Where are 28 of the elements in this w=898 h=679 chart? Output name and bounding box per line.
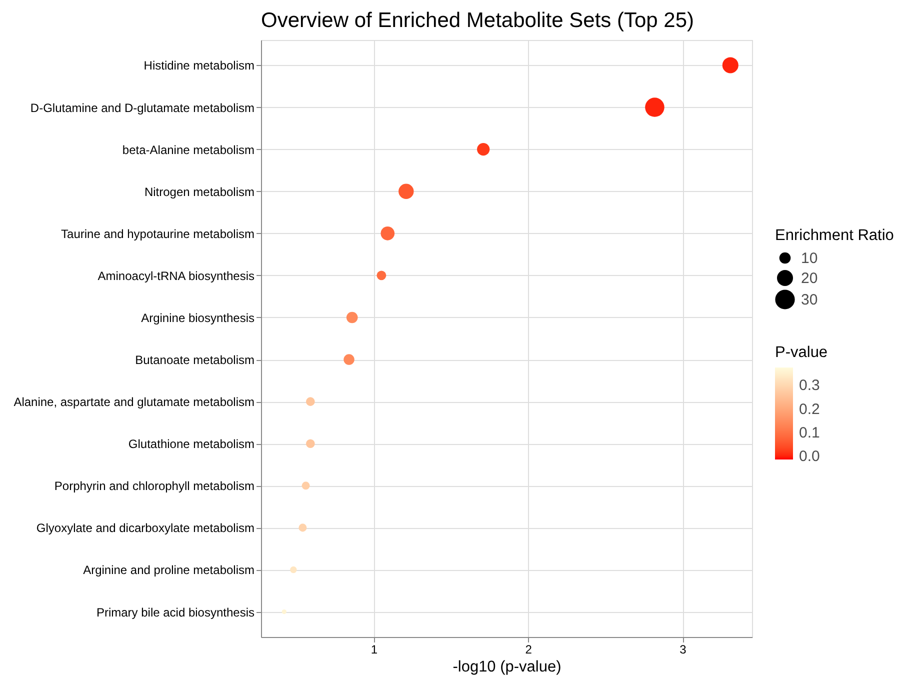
color-bar-title: P-value	[775, 344, 828, 361]
y-tick-label: Arginine biosynthesis	[141, 310, 254, 325]
x-tick-label: 3	[680, 642, 687, 656]
y-tick-label: D-Glutamine and D-glutamate metabolism	[30, 100, 254, 115]
y-tick-label: Glutathione metabolism	[128, 437, 254, 452]
legend-label: 30	[801, 292, 818, 308]
x-tick-label: 1	[370, 642, 378, 656]
y-tick-label: Aminoacyl-tRNA biosynthesis	[98, 268, 254, 283]
legend-label: 10	[801, 250, 818, 267]
legend-title: Enrichment Ratio	[775, 227, 894, 244]
y-tick-label: Alanine, aspartate and glutamate metabolism	[14, 395, 254, 410]
y-tick-label: Porphyrin and chlorophyll metabolism	[54, 479, 254, 494]
chart-title: Overview of Enriched Metabolite Sets (Top 25)	[261, 9, 694, 32]
y-tick-label: Histidine metabolism	[144, 58, 254, 73]
y-tick-label: Arginine and proline metabolism	[83, 563, 254, 578]
color-bar-label: 0.1	[799, 424, 820, 442]
color-bar-label: 0.0	[799, 448, 820, 465]
x-tick-label: 2	[525, 642, 532, 656]
y-tick-label: beta-Alanine metabolism	[122, 142, 254, 157]
x-axis-title: -log10 (p-value)	[452, 658, 562, 676]
y-tick-label: Primary bile acid biosynthesis	[96, 605, 254, 620]
y-tick-label: Butanoate metabolism	[135, 353, 254, 368]
color-bar-label: 0.2	[799, 400, 820, 418]
y-tick-label: Taurine and hypotaurine metabolism	[61, 226, 254, 241]
legend-label: 20	[801, 270, 818, 287]
y-tick-label: Nitrogen metabolism	[144, 184, 254, 199]
y-tick-label: Glyoxylate and dicarboxylate metabolism	[36, 521, 254, 536]
color-bar-label: 0.3	[799, 377, 820, 394]
